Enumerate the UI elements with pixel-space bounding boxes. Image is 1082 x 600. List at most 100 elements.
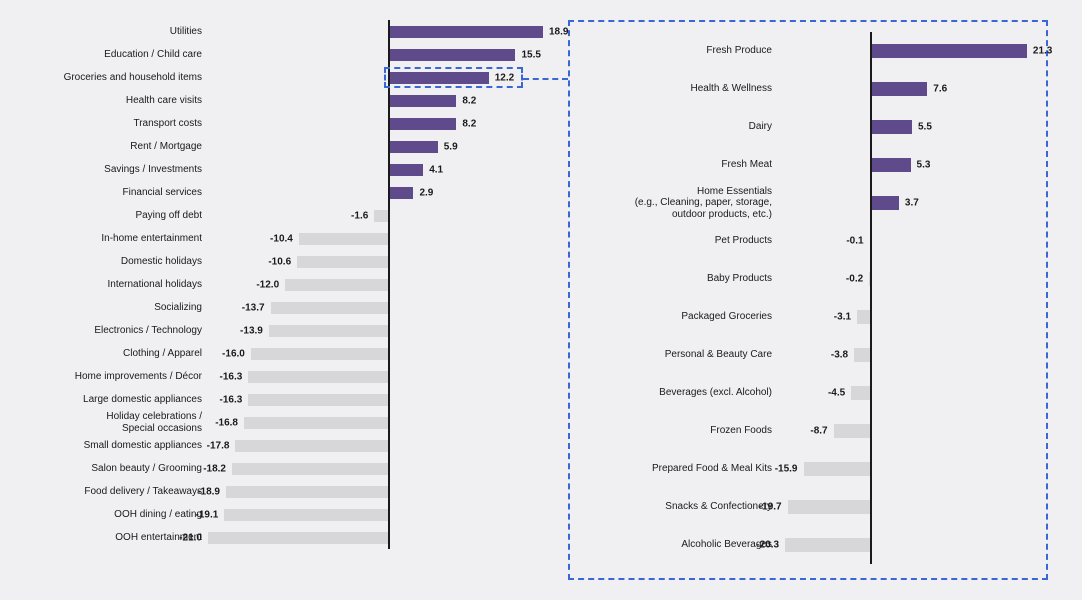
left-row: Paying off debt-1.6 [8,204,568,227]
bar-area: 21.3 [778,32,1032,70]
right-bar [872,44,1027,58]
left-row-label: Large domestic appliances [8,394,208,406]
right-value: -19.7 [759,502,782,513]
left-bar [390,26,543,38]
right-value: -4.5 [828,388,845,399]
left-value: 2.9 [419,187,433,198]
right-value: -3.1 [834,312,851,323]
left-bar [374,210,388,222]
left-value: -13.9 [240,325,263,336]
left-row-label: Food delivery / Takeaways [8,486,208,498]
right-value: -3.8 [831,350,848,361]
bar-area: -0.2 [778,260,1032,298]
right-row-label: Fresh Produce [580,45,778,57]
left-bar [285,279,388,291]
left-row: OOH entertainment-21.0 [8,526,568,549]
left-row: Large domestic appliances -16.3 [8,388,568,411]
left-row: Health care visits8.2 [8,89,568,112]
left-bar [390,95,456,107]
left-bar [390,118,456,130]
right-row: Frozen Foods-8.7 [580,412,1032,450]
right-value: -0.2 [846,274,863,285]
left-row: Education / Child care 15.5 [8,43,568,66]
left-row: Holiday celebrations /Special occasions-… [8,411,568,434]
left-row: Clothing / Apparel-16.0 [8,342,568,365]
left-value: -13.7 [242,302,265,313]
left-bar [208,532,388,544]
left-row: Home improvements / Décor -16.3 [8,365,568,388]
right-row: Fresh Meat 5.3 [580,146,1032,184]
left-value: 8.2 [462,118,476,129]
left-value: 4.1 [429,164,443,175]
left-axis [388,20,390,549]
right-row: Prepared Food & Meal Kits-15.9 [580,450,1032,488]
bar-area: -19.7 [778,488,1032,526]
right-value: 7.6 [933,84,947,95]
charts-container: Utilities18.9Education / Child care15.5G… [0,0,1082,598]
right-row-label: Home Essentials(e.g., Cleaning, paper, s… [580,186,778,221]
left-bar [390,72,489,84]
left-value: -16.3 [219,394,242,405]
right-row-label: Pet Products [580,235,778,247]
bar-area: -8.7 [778,412,1032,450]
left-row: Salon beauty / Grooming-18.2 [8,457,568,480]
bar-area: -20.3 [778,526,1032,564]
left-row: Groceries and household items12.2 [8,66,568,89]
right-row: Snacks & Confectionery-19.7 [580,488,1032,526]
left-row-label: Utilities [8,26,208,38]
left-bar [224,509,388,521]
left-row-label: Groceries and household items [8,72,208,84]
right-value: -8.7 [810,426,827,437]
left-row: OOH dining / eating-19.1 [8,503,568,526]
left-bar [244,417,388,429]
left-value: -18.2 [203,463,226,474]
right-bar [834,424,870,438]
left-value: -10.4 [270,233,293,244]
left-row: Food delivery / Takeaways-18.9 [8,480,568,503]
left-row-label: Paying off debt [8,210,208,222]
left-row-label: Home improvements / Décor [8,371,208,383]
left-value: -16.8 [215,417,238,428]
right-row: Beverages (excl. Alcohol)-4.5 [580,374,1032,412]
left-value: 8.2 [462,95,476,106]
left-value: -16.3 [219,371,242,382]
right-value: 3.7 [905,198,919,209]
right-row: Personal & Beauty Care-3.8 [580,336,1032,374]
left-row-label: Transport costs [8,118,208,130]
left-row-label: Domestic holidays [8,256,208,268]
bar-area: 7.6 [778,70,1032,108]
left-value: -19.1 [195,509,218,520]
left-bar [390,141,438,153]
left-row-label: Education / Child care [8,49,208,61]
right-row-label: Prepared Food & Meal Kits [580,463,778,475]
left-bar [297,256,388,268]
left-bar [269,325,388,337]
left-bar [235,440,388,452]
left-bar [248,371,388,383]
left-row-label: Holiday celebrations /Special occasions [8,411,208,434]
left-row: Small domestic appliances-17.8 [8,434,568,457]
bar-area: -4.5 [778,374,1032,412]
bar-area: 5.5 [778,108,1032,146]
bar-area: -15.9 [778,450,1032,488]
right-axis [870,32,872,564]
left-row-label: Small domestic appliances [8,440,208,452]
right-bar [788,500,870,514]
left-value: -12.0 [256,279,279,290]
left-row-label: Socializing [8,302,208,314]
right-row-label: Baby Products [580,273,778,285]
right-value: 5.3 [917,160,931,171]
left-row: International holidays-12.0 [8,273,568,296]
left-row: Savings / Investments4.1 [8,158,568,181]
left-row-label: Rent / Mortgage [8,141,208,153]
left-row-label: OOH entertainment [8,532,208,544]
right-bar [872,158,911,172]
right-row: Alcoholic Beverages-20.3 [580,526,1032,564]
bar-area: -3.1 [778,298,1032,336]
right-bar [785,538,870,552]
left-value: 15.5 [521,49,540,60]
bar-area: 5.3 [778,146,1032,184]
right-row-label: Dairy [580,121,778,133]
right-row-label: Alcoholic Beverages [580,539,778,551]
right-row-label: Fresh Meat [580,159,778,171]
